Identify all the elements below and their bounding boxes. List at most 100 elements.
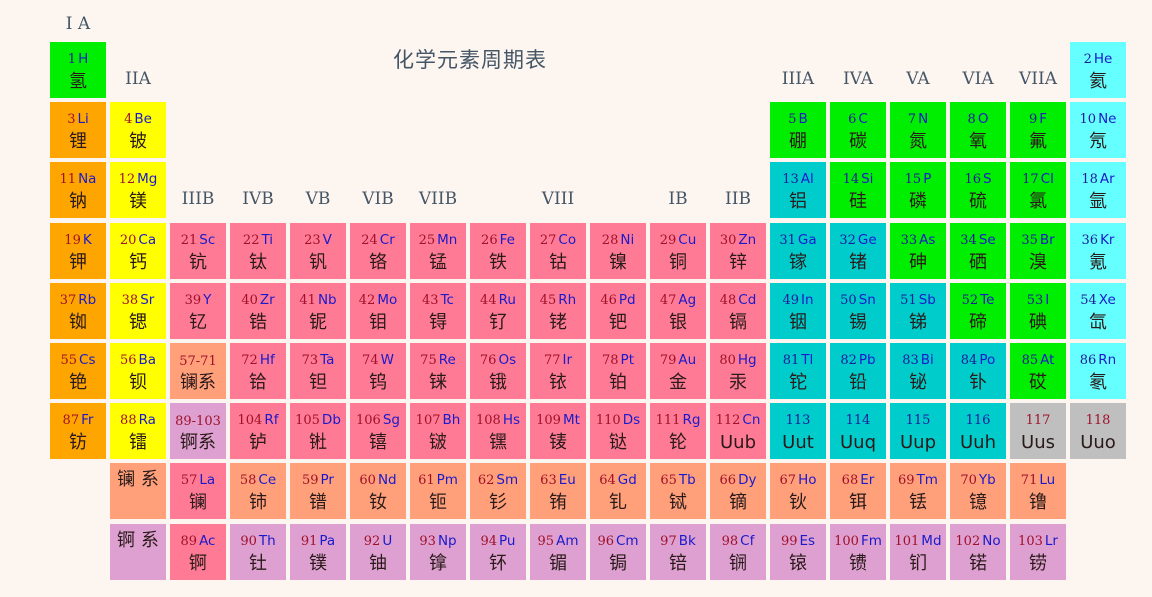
element-cell: 65 Tb 铽 xyxy=(650,463,706,519)
atomic-number: 94 xyxy=(480,534,498,549)
element-symbol: Ru xyxy=(498,292,516,308)
group-label: VA xyxy=(906,69,930,89)
atomic-number: 54 xyxy=(1080,293,1097,308)
element-name: 砷 xyxy=(909,252,927,273)
element-name: 氮 xyxy=(909,131,927,152)
atomic-number: 86 xyxy=(1079,353,1097,368)
atomic-number: 9 xyxy=(1028,112,1038,127)
element-name: 锝 xyxy=(429,312,447,333)
element-name: 钚 xyxy=(489,553,507,574)
element-cell: 11 Na 钠 xyxy=(50,162,106,218)
element-cell: 44 Ru 钌 xyxy=(470,283,526,339)
element-symbol: Ra xyxy=(138,412,156,428)
element-cell: 56 Ba 钡 xyxy=(110,343,166,399)
element-cell: 53 I 碘 xyxy=(1010,283,1066,339)
element-cell: 109 Mt 鿏 xyxy=(530,403,586,459)
atomic-number: 11 xyxy=(59,172,77,187)
atomic-number: 114 xyxy=(845,413,871,428)
element-symbol: Kr xyxy=(1100,232,1115,248)
atomic-number: 93 xyxy=(419,534,436,549)
element-name: Uuh xyxy=(960,432,996,453)
element-name: 铝 xyxy=(789,191,807,212)
atomic-number: 106 xyxy=(356,413,381,428)
atomic-number: 82 xyxy=(840,353,857,368)
element-symbol: Gd xyxy=(617,472,637,488)
atomic-number: 42 xyxy=(358,293,376,308)
atomic-number: 26 xyxy=(481,233,498,248)
element-name: 𬭛 xyxy=(429,432,447,453)
element-cell: 49 In 铟 xyxy=(770,283,826,339)
element-cell: 67 Ho 钬 xyxy=(770,463,826,519)
element-name: 氙 xyxy=(1089,312,1107,333)
element-symbol: La xyxy=(199,472,216,488)
element-cell: 20 Ca 钙 xyxy=(110,223,166,279)
element-symbol: N xyxy=(918,111,929,127)
element-symbol: U xyxy=(382,533,393,549)
element-name: 钒 xyxy=(309,252,327,273)
atomic-number: 53 xyxy=(1026,293,1044,308)
atomic-number: 81 xyxy=(782,353,800,368)
element-name: 铼 xyxy=(429,372,447,393)
element-cell: 57 La 镧 xyxy=(170,463,226,519)
element-symbol: S xyxy=(982,171,992,187)
element-symbol: Lr xyxy=(1044,533,1058,549)
element-name: 磷 xyxy=(909,191,927,212)
element-cell: 64 Gd 钆 xyxy=(590,463,646,519)
atomic-number: 14 xyxy=(842,172,860,187)
element-symbol: Pb xyxy=(858,352,876,368)
element-name: Uuo xyxy=(1080,432,1116,453)
element-symbol: Cu xyxy=(678,232,697,248)
element-cell: 31 Ga 镓 xyxy=(770,223,826,279)
element-name: 锇 xyxy=(489,372,507,393)
element-symbol: P xyxy=(923,171,932,187)
element-cell: 18 Ar 氩 xyxy=(1070,162,1126,218)
atomic-number: 75 xyxy=(420,353,437,368)
element-symbol: Li xyxy=(77,111,89,127)
element-cell: 110 Ds 𫟼 xyxy=(590,403,646,459)
element-symbol: Rn xyxy=(1098,352,1117,368)
atomic-number: 41 xyxy=(299,293,316,308)
element-name: 钼 xyxy=(369,312,387,333)
element-name: 钛 xyxy=(249,252,267,273)
element-symbol: Al xyxy=(800,171,814,187)
atomic-number: 15 xyxy=(904,172,922,187)
atomic-number: 57 xyxy=(180,473,198,488)
element-cell: 34 Se 硒 xyxy=(950,223,1006,279)
element-name: 金 xyxy=(669,372,687,393)
group-label: IVB xyxy=(242,189,274,209)
element-name: 铕 xyxy=(549,492,567,513)
element-cell: 55 Cs 铯 xyxy=(50,343,106,399)
element-cell: 113 Uut xyxy=(770,403,826,459)
element-name: 铀 xyxy=(369,553,387,574)
element-cell: 61 Pm 钷 xyxy=(410,463,466,519)
element-symbol: Sm xyxy=(496,472,519,488)
atomic-number: 34 xyxy=(960,233,977,248)
element-symbol: Sn xyxy=(858,292,876,308)
element-symbol: Fr xyxy=(81,412,94,428)
element-name: 锘 xyxy=(969,553,987,574)
element-cell: 47 Ag 银 xyxy=(650,283,706,339)
group-label: VIB xyxy=(362,189,394,209)
element-cell: 114 Uuq xyxy=(830,403,886,459)
atomic-number: 77 xyxy=(543,353,561,368)
element-symbol: Ni xyxy=(620,232,635,248)
element-symbol: Ag xyxy=(678,292,697,308)
element-name: 镥 xyxy=(1029,492,1047,513)
element-name: 铌 xyxy=(309,312,327,333)
element-name: 钯 xyxy=(609,312,627,333)
element-cell: 50 Sn 锡 xyxy=(830,283,886,339)
element-cell: 100 Fm 镄 xyxy=(830,524,886,580)
atomic-number: 110 xyxy=(595,413,621,428)
element-cell: 2 He 氦 xyxy=(1070,42,1126,98)
element-cell: 107 Bh 𬭛 xyxy=(410,403,466,459)
element-name: 钆 xyxy=(609,492,627,513)
element-symbol: Rf xyxy=(264,412,279,428)
element-cell: 48 Cd 镉 xyxy=(710,283,766,339)
element-cell: 23 V 钒 xyxy=(290,223,346,279)
element-name: 锡 xyxy=(849,312,867,333)
atomic-number: 63 xyxy=(540,473,557,488)
atomic-number: 96 xyxy=(597,534,614,549)
element-name: 铒 xyxy=(849,492,867,513)
